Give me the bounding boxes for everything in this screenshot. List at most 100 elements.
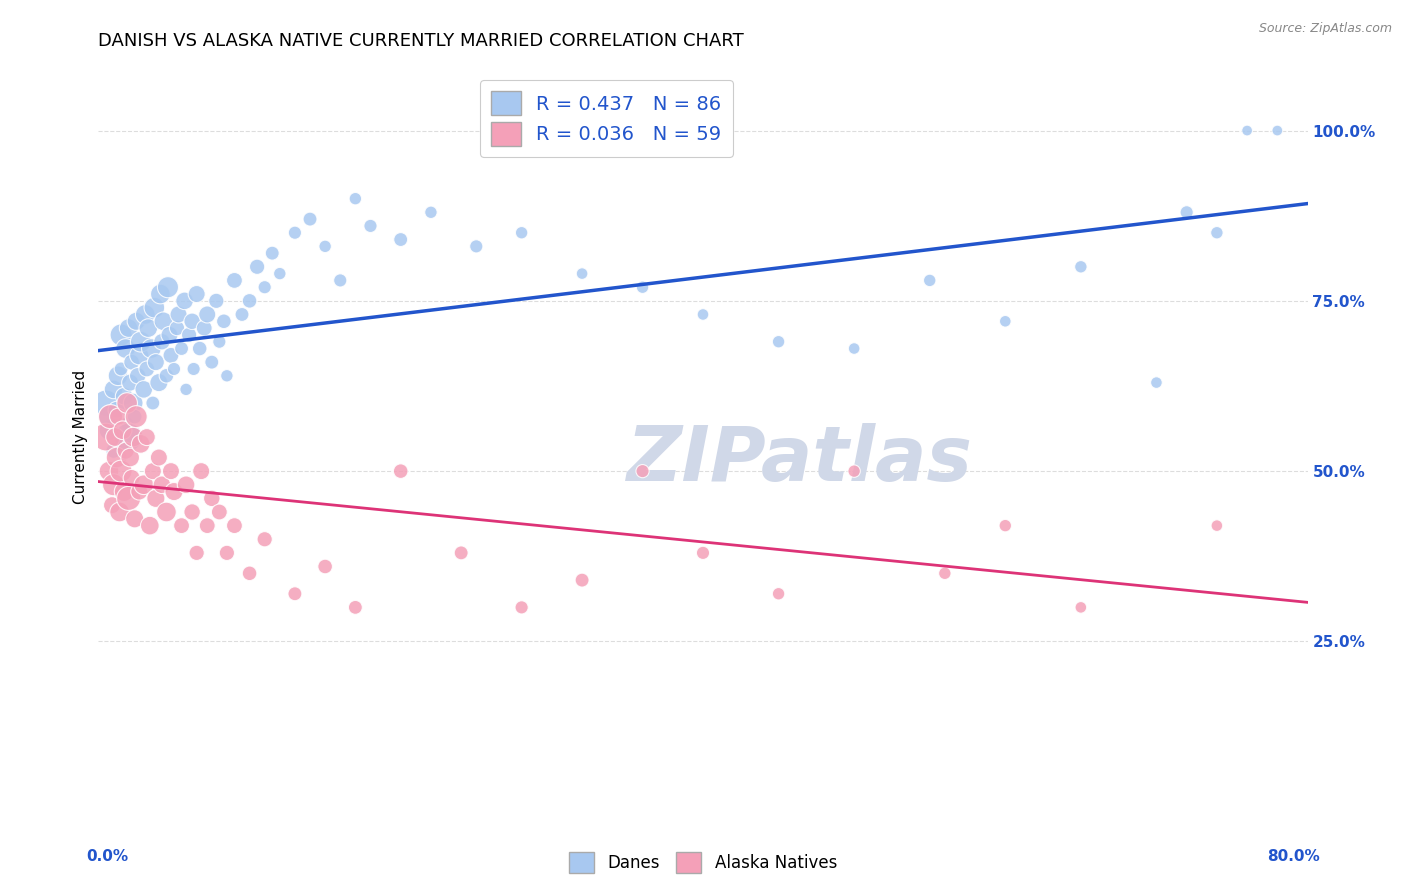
Point <box>105 450 128 465</box>
Point <box>152 314 174 328</box>
Point <box>142 396 165 410</box>
Point <box>195 308 218 322</box>
Point <box>122 430 145 444</box>
Point <box>150 477 173 491</box>
Point <box>215 368 238 383</box>
Point <box>104 430 127 444</box>
Point <box>111 423 134 437</box>
Point <box>510 226 533 240</box>
Point <box>103 443 125 458</box>
Point <box>122 396 145 410</box>
Point <box>110 464 132 478</box>
Point <box>132 477 155 491</box>
Point <box>329 273 352 287</box>
Point <box>98 464 121 478</box>
Point <box>170 518 193 533</box>
Point <box>150 334 173 349</box>
Point <box>143 301 166 315</box>
Point <box>195 518 218 533</box>
Point <box>193 321 215 335</box>
Point <box>179 327 201 342</box>
Point <box>124 409 146 424</box>
Point <box>163 362 186 376</box>
Point <box>571 573 593 587</box>
Point <box>100 409 122 424</box>
Point <box>127 368 149 383</box>
Point <box>186 287 208 301</box>
Point <box>389 464 412 478</box>
Point <box>692 546 714 560</box>
Point <box>186 546 208 560</box>
Point <box>201 491 224 506</box>
Point <box>142 464 165 478</box>
Point <box>1175 205 1198 219</box>
Point <box>94 396 117 410</box>
Point <box>174 383 197 397</box>
Point <box>269 267 291 281</box>
Point <box>105 402 128 417</box>
Point <box>110 327 132 342</box>
Point <box>190 464 212 478</box>
Text: Source: ZipAtlas.com: Source: ZipAtlas.com <box>1258 22 1392 36</box>
Point <box>112 389 135 403</box>
Point <box>262 246 284 260</box>
Point <box>103 477 125 491</box>
Point <box>160 348 183 362</box>
Point <box>918 273 941 287</box>
Point <box>135 362 157 376</box>
Point <box>136 321 159 335</box>
Point <box>344 192 367 206</box>
Point <box>1070 260 1092 274</box>
Point <box>121 471 143 485</box>
Point <box>344 600 367 615</box>
Point <box>1236 123 1258 137</box>
Y-axis label: Currently Married: Currently Married <box>73 370 89 504</box>
Point <box>420 205 443 219</box>
Point <box>120 376 142 390</box>
Point <box>994 518 1017 533</box>
Point <box>284 226 307 240</box>
Point <box>125 409 148 424</box>
Point <box>571 267 593 281</box>
Point <box>108 505 131 519</box>
Point <box>174 477 197 491</box>
Point <box>631 464 654 478</box>
Point <box>181 314 204 328</box>
Point <box>110 362 132 376</box>
Point <box>465 239 488 253</box>
Point <box>159 327 181 342</box>
Point <box>129 334 152 349</box>
Point <box>115 417 138 431</box>
Point <box>170 342 193 356</box>
Point <box>224 518 246 533</box>
Point <box>1206 518 1229 533</box>
Point <box>389 233 412 247</box>
Point <box>284 587 307 601</box>
Point <box>166 321 188 335</box>
Point <box>118 491 141 506</box>
Point <box>1206 226 1229 240</box>
Point <box>253 280 276 294</box>
Point <box>134 308 156 322</box>
Point <box>208 334 231 349</box>
Point <box>100 409 122 424</box>
Point <box>1267 123 1289 137</box>
Point <box>692 308 714 322</box>
Point <box>314 239 336 253</box>
Point <box>450 546 472 560</box>
Legend: R = 0.437   N = 86, R = 0.036   N = 59: R = 0.437 N = 86, R = 0.036 N = 59 <box>479 79 733 157</box>
Point <box>118 321 141 335</box>
Point <box>1070 600 1092 615</box>
Point <box>173 293 195 308</box>
Point <box>155 505 177 519</box>
Point <box>128 484 150 499</box>
Point <box>201 355 224 369</box>
Point <box>115 396 138 410</box>
Point <box>167 308 190 322</box>
Point <box>510 600 533 615</box>
Text: ZIPatlas: ZIPatlas <box>627 423 973 497</box>
Point <box>124 512 146 526</box>
Point <box>212 314 235 328</box>
Point <box>149 287 172 301</box>
Point <box>148 376 170 390</box>
